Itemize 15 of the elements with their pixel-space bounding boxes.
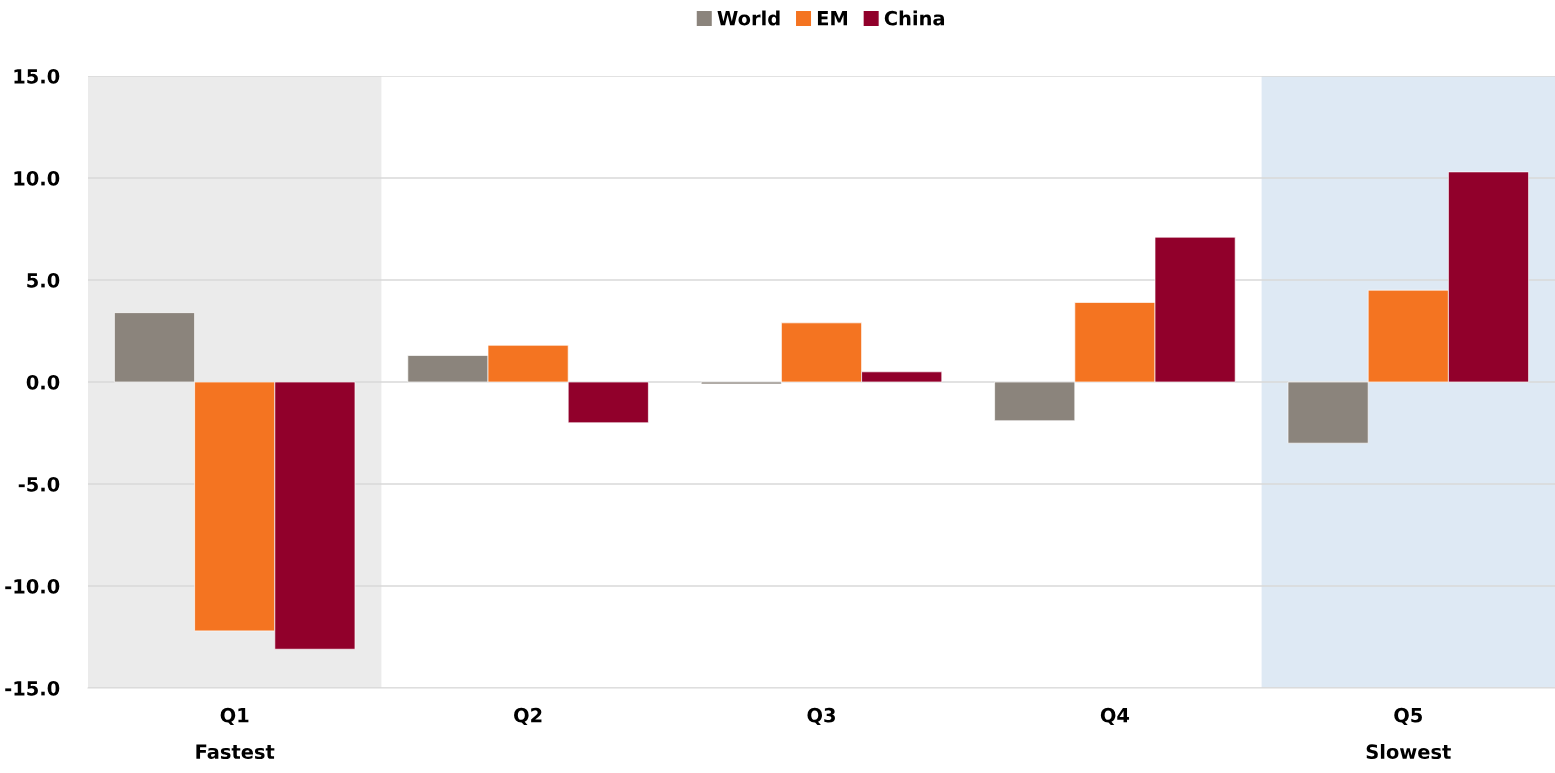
x-tick-label: Q5 Slowest: [1366, 707, 1451, 760]
legend-label: EM: [817, 11, 848, 26]
y-tick-label: 5.0: [27, 272, 60, 288]
x-tick-label: Q2: [514, 707, 542, 726]
y-tick-label: 10.0: [14, 170, 60, 186]
y-tick-label: 0.0: [26, 374, 60, 390]
legend-label: World: [717, 10, 780, 26]
y-tick-label: -15.0: [5, 680, 60, 696]
y-tick-label: -5.0: [18, 476, 60, 492]
y-tick-label: 15.0: [14, 68, 60, 84]
y-tick-label: -10.0: [5, 578, 60, 594]
legend-label: China: [884, 10, 945, 26]
x-tick-label: Q3: [807, 707, 835, 726]
x-tick-label: Q4: [1100, 707, 1130, 726]
x-tick-label: Q1 Fastest: [196, 707, 275, 760]
